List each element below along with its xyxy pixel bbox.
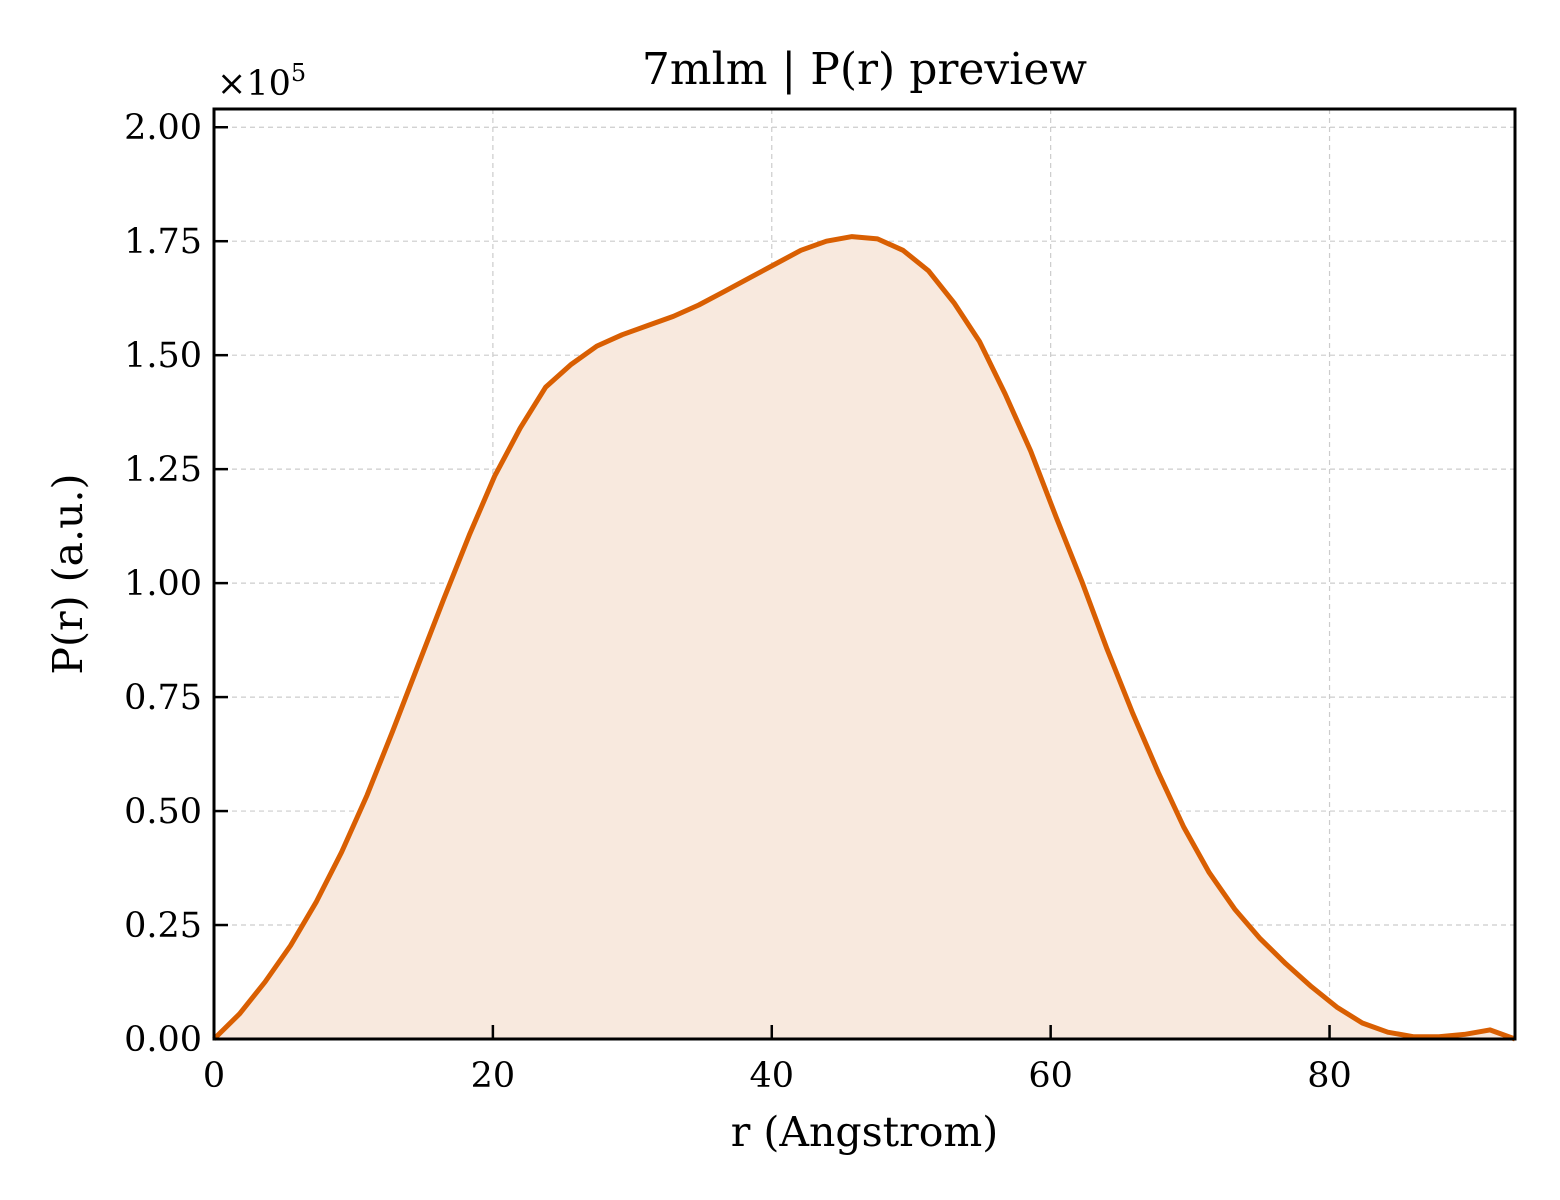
- x-tick-label: 20: [471, 1056, 516, 1096]
- y-tick-label: 1.25: [124, 450, 202, 490]
- y-axis-label: P(r) (a.u.): [44, 473, 92, 674]
- axis-ticks: 0 20 40 60 80 0.00 0.25 0.50 0.75 1.00 1.25 1.50 1.7…: [124, 108, 1352, 1096]
- y-offset-base: ×10: [217, 64, 291, 104]
- y-offset-label: ×105: [217, 59, 306, 104]
- y-offset-exponent: 5: [291, 59, 306, 87]
- x-tick-label: 40: [749, 1056, 794, 1096]
- y-tick-label: 1.00: [124, 564, 202, 604]
- x-tick-label: 60: [1028, 1056, 1073, 1096]
- y-tick-label: 1.50: [124, 336, 202, 376]
- y-tick-label: 0.50: [124, 792, 202, 832]
- plot-frame: [212, 107, 1517, 1041]
- y-tick-label: 0.25: [124, 906, 202, 946]
- x-axis-label: r (Angstrom): [731, 1108, 999, 1156]
- y-tick-label: 1.75: [124, 222, 202, 262]
- chart-title: 7mlm | P(r) preview: [642, 44, 1087, 95]
- y-tick-label: 2.00: [124, 108, 202, 148]
- pr-series-line: [212, 234, 1516, 1042]
- x-tick-label: 0: [203, 1056, 225, 1096]
- y-tick-label: 0.00: [124, 1020, 202, 1060]
- x-tick-label: 80: [1307, 1056, 1352, 1096]
- y-tick-label: 0.75: [124, 678, 202, 718]
